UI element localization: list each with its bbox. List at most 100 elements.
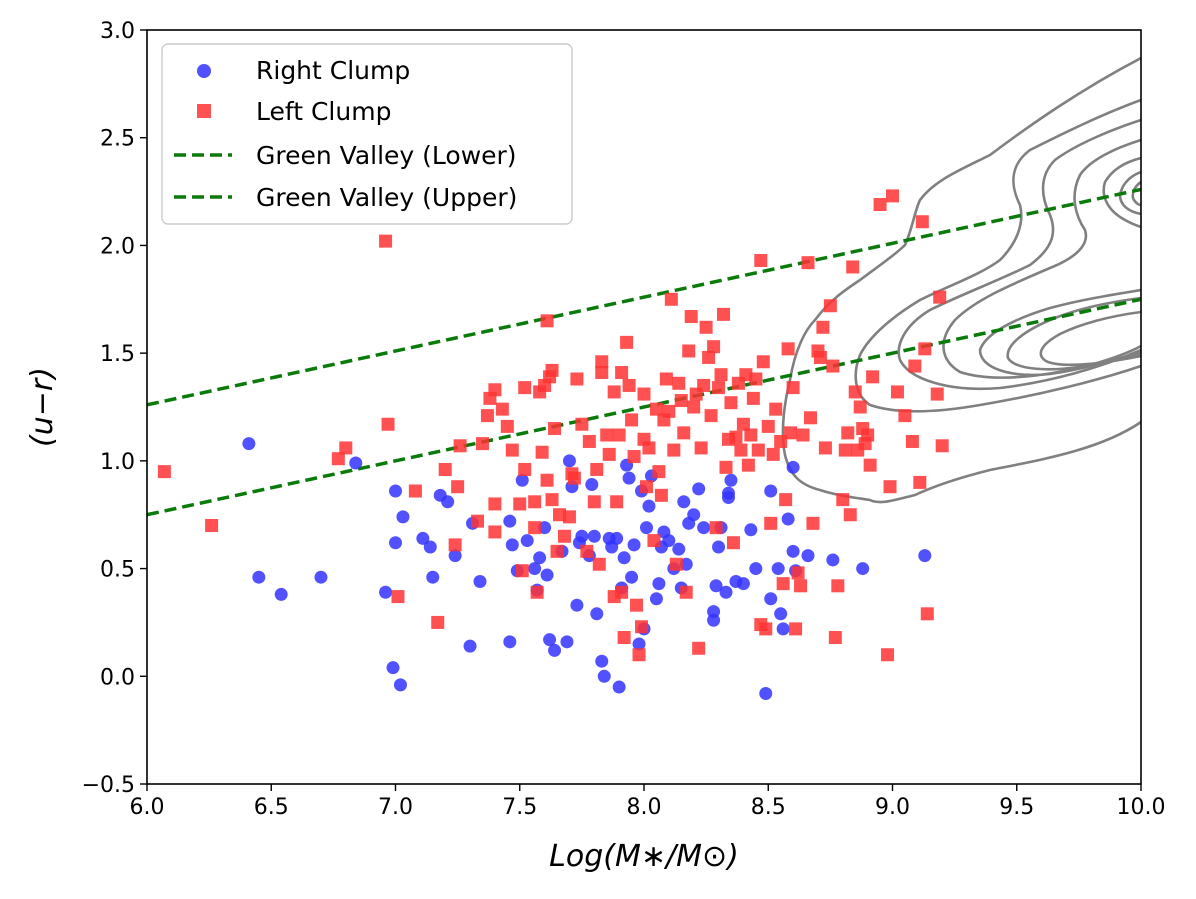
left-clump-point [915, 215, 929, 229]
left-clump-point [796, 428, 810, 442]
right-clump-point [652, 577, 666, 591]
data-points [157, 189, 949, 701]
left-clump-point [684, 310, 698, 324]
left-clump-point [764, 516, 778, 530]
left-clump-point [677, 426, 691, 440]
left-clump-point [580, 544, 594, 558]
contour-level-2 [854, 98, 1141, 413]
left-clump-point [339, 441, 353, 455]
left-clump-point [480, 409, 494, 423]
left-clump-point [794, 579, 808, 593]
x-tick-label: 8.5 [751, 795, 786, 820]
left-clump-point [818, 441, 832, 455]
left-clump-point [557, 529, 571, 543]
right-clump-point [687, 508, 701, 522]
left-clump-point [488, 525, 502, 539]
right-clump-point [642, 499, 656, 513]
left-clump-point [622, 378, 636, 392]
left-clump-point [803, 411, 817, 425]
left-clump-point [863, 458, 877, 472]
right-clump-point [386, 661, 400, 675]
x-tick-label: 6.5 [254, 795, 289, 820]
left-clump-point [930, 387, 944, 401]
left-clump-point [734, 443, 748, 457]
right-clump-point [764, 484, 778, 498]
right-clump-point [736, 577, 750, 591]
left-clump-point [826, 359, 840, 373]
left-clump-point [592, 557, 606, 571]
right-clump-point [649, 592, 663, 606]
left-clump-point [831, 579, 845, 593]
right-clump-point [627, 538, 641, 552]
right-clump-point [786, 460, 800, 474]
y-tick-label: 3.0 [100, 19, 135, 44]
left-clump-point [575, 417, 589, 431]
left-clump-point [736, 417, 750, 431]
left-clump-point [933, 290, 947, 304]
right-clump-point [242, 437, 256, 451]
left-clump-point [697, 378, 711, 392]
left-clump-point [791, 566, 805, 580]
left-clump-point [890, 385, 904, 399]
legend-box [161, 43, 573, 225]
right-clump-point [389, 484, 402, 498]
right-clump-point [721, 486, 735, 500]
left-clump-point [801, 256, 815, 270]
right-clump-point [590, 607, 604, 621]
left-clump-point [590, 462, 604, 476]
right-clump-point [379, 585, 393, 599]
right-clump-point [639, 521, 653, 535]
right-clump-point [252, 570, 266, 584]
left-clump-point [600, 428, 614, 442]
right-clump-point [448, 549, 462, 563]
y-tick-label: −0.5 [82, 773, 135, 798]
green-valley-lower-line [147, 297, 1141, 517]
left-clump-point [617, 631, 631, 645]
left-clump-point [545, 363, 559, 377]
left-clump-point [518, 381, 532, 395]
left-clump-point [595, 366, 609, 380]
left-clump-point [331, 452, 345, 466]
x-axis-label: Log(M∗/M⊙) [549, 839, 739, 874]
left-clump-point [615, 585, 629, 599]
right-clump-point [528, 562, 542, 576]
left-clump-point [582, 434, 596, 448]
left-clump-point [707, 340, 721, 354]
right-clump-point [724, 473, 738, 487]
x-tick-label: 9.5 [999, 795, 1034, 820]
left-clump-point [540, 473, 554, 487]
left-clump-point [475, 437, 489, 451]
left-clump-point [451, 480, 465, 494]
left-clump-point [667, 443, 681, 457]
left-clump-point [682, 344, 696, 358]
left-clump-point [729, 430, 743, 444]
left-clump-point [635, 620, 649, 634]
right-clump-point [560, 635, 574, 649]
right-clump-point [396, 510, 410, 524]
left-clump-point [714, 368, 728, 382]
right-clump-point [610, 531, 624, 545]
contour-level-1 [781, 56, 1141, 504]
right-clump-point [918, 549, 932, 563]
right-clump-point [416, 531, 430, 545]
left-clump-point [513, 497, 527, 511]
left-clump-point [853, 400, 867, 414]
legend: Right Clump Left Clump Green Valley (Low… [161, 43, 573, 225]
left-clump-point [861, 428, 875, 442]
left-clump-point [692, 641, 706, 655]
x-tick-label: 10.0 [1117, 795, 1166, 820]
left-clump-point [789, 622, 803, 636]
right-clump-point [585, 478, 599, 492]
right-clump-point [826, 553, 840, 567]
contour-level-7 [1039, 310, 1141, 367]
density-contours [781, 56, 1141, 504]
right-clump-point [426, 570, 440, 584]
right-clump-point [774, 607, 788, 621]
right-clump-point [597, 669, 611, 683]
left-clump-point [724, 396, 738, 410]
left-clump-point [453, 439, 467, 453]
left-clump-point [630, 598, 644, 612]
left-clump-point [391, 590, 405, 604]
right-clump-point [314, 570, 328, 584]
legend-label-gv-upper: Green Valley (Upper) [256, 183, 517, 212]
